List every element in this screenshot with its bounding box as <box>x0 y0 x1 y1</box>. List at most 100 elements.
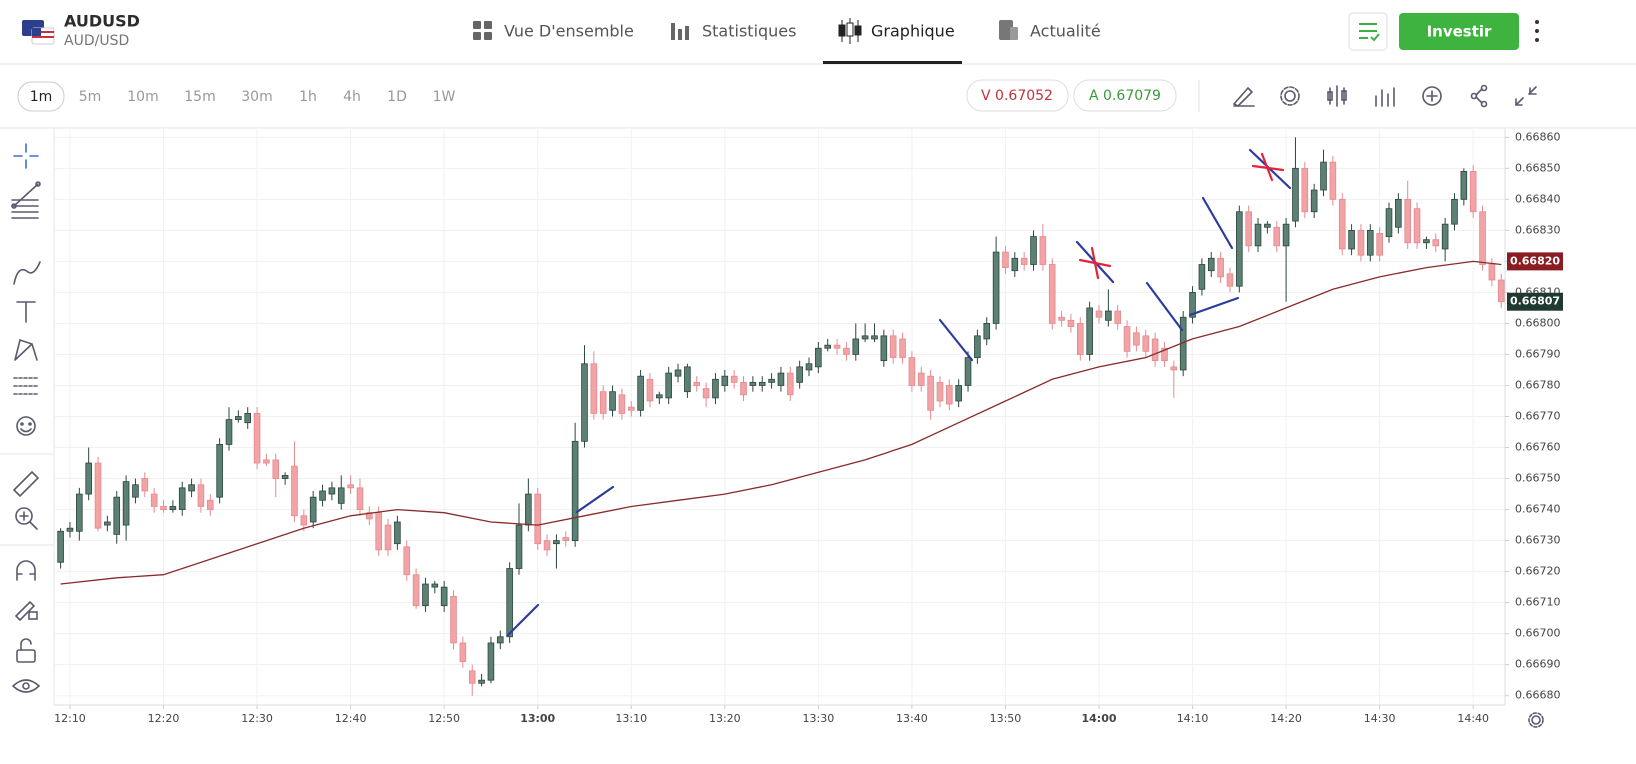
candle-body <box>1385 208 1393 237</box>
candle-body <box>1133 332 1140 346</box>
settings-icon[interactable] <box>1528 712 1544 728</box>
timeframe[interactable]: 1W <box>433 89 456 105</box>
candle-body <box>674 369 682 377</box>
timeframe[interactable]: 30m <box>241 89 272 105</box>
buy-price: A 0.67079 <box>1089 88 1161 104</box>
timeframe[interactable]: 4h <box>343 89 361 105</box>
candle-body <box>1207 257 1215 272</box>
timeframe[interactable]: 5m <box>79 89 102 105</box>
candle-body <box>983 323 991 340</box>
candle-body <box>104 521 111 526</box>
candle-body <box>927 375 934 411</box>
tab-icon <box>838 18 862 44</box>
candle-body <box>749 381 757 386</box>
candle-body <box>1067 319 1075 327</box>
y-tick-label: 0.66710 <box>1515 596 1561 609</box>
candle-body <box>992 251 1000 324</box>
candle-body <box>337 487 345 504</box>
timeframe[interactable]: 1h <box>299 89 317 105</box>
active-tab-underline <box>823 61 962 64</box>
candle-body <box>197 484 205 507</box>
moving-average <box>60 260 1502 585</box>
candle-body <box>1114 310 1122 324</box>
candle-body <box>815 347 822 368</box>
y-tick-label: 0.66690 <box>1515 658 1561 671</box>
candle-body <box>291 465 298 517</box>
candle-body <box>1469 171 1477 213</box>
candle-body <box>1413 208 1421 244</box>
candle-body <box>899 338 906 358</box>
candle-body <box>646 378 654 402</box>
candle-body <box>627 406 635 411</box>
tab[interactable]: Vue D'ensemble <box>504 22 634 41</box>
candle-body <box>496 636 504 644</box>
candle-body <box>955 385 962 402</box>
x-tick-label: 14:30 <box>1364 712 1396 725</box>
y-tick-label: 0.66750 <box>1515 472 1561 485</box>
candle-body <box>1441 223 1449 250</box>
watchlist-icon <box>1359 23 1380 42</box>
candle-body <box>1338 198 1346 250</box>
candle-body <box>637 375 644 411</box>
candle-body <box>281 475 289 479</box>
timeframe[interactable]: 15m <box>184 89 215 105</box>
candle-body <box>1282 223 1290 247</box>
y-tick-label: 0.66840 <box>1515 192 1561 205</box>
price-label: 0.66807 <box>1510 295 1560 308</box>
candle-body <box>178 487 186 510</box>
candle-body <box>188 484 195 492</box>
user-drawings <box>506 148 1292 637</box>
candle-body <box>1151 338 1159 362</box>
y-tick-label: 0.66720 <box>1515 565 1561 578</box>
header <box>0 0 1636 64</box>
candle-body <box>206 499 214 510</box>
candle-body <box>1404 198 1412 244</box>
candle-body <box>1245 211 1252 247</box>
symbol: AUDUSD <box>64 12 140 31</box>
tab[interactable]: Actualité <box>1030 22 1101 41</box>
candle-body <box>1039 236 1047 265</box>
timeframe[interactable]: 10m <box>127 89 158 105</box>
candle-body <box>712 378 719 399</box>
candle-body <box>758 381 766 386</box>
x-tick-label: 12:40 <box>335 712 367 725</box>
pair: AUD/USD <box>64 33 129 49</box>
candle-body <box>777 372 785 386</box>
candle-body <box>581 363 588 442</box>
candle-body <box>300 515 308 526</box>
candle-body <box>1460 171 1468 200</box>
candle-body <box>1254 223 1262 247</box>
chart-tools[interactable] <box>1232 84 1537 108</box>
candle-body <box>590 363 598 414</box>
invest-button[interactable] <box>1399 13 1519 50</box>
candle-body <box>1451 198 1458 225</box>
active-timeframe <box>17 81 65 112</box>
y-tick-label: 0.66780 <box>1515 378 1561 391</box>
candle-body <box>132 484 139 498</box>
candle-body <box>1198 264 1206 290</box>
timeframe[interactable]: 1m <box>30 89 53 105</box>
candle-body <box>543 540 551 551</box>
candle-body <box>356 487 364 510</box>
candle-body <box>403 546 411 576</box>
y-tick-label: 0.66760 <box>1515 441 1561 454</box>
candle-body <box>1366 229 1374 256</box>
candle-body <box>946 385 953 405</box>
tab[interactable]: Statistiques <box>702 22 796 41</box>
sell-pill[interactable] <box>966 79 1069 112</box>
x-tick-label: 14:10 <box>1177 712 1209 725</box>
candle-body <box>730 375 738 383</box>
tab[interactable]: Graphique <box>871 22 955 41</box>
y-tick-label: 0.66850 <box>1515 161 1561 174</box>
candle-body <box>880 335 888 362</box>
drawing-tools[interactable] <box>11 143 41 693</box>
timeframe[interactable]: 1D <box>387 89 407 105</box>
buy-pill[interactable] <box>1073 79 1177 112</box>
candle-body <box>1423 239 1430 244</box>
candle-body <box>1310 189 1318 213</box>
more-menu[interactable] <box>1535 20 1539 42</box>
candle-body <box>534 493 542 545</box>
candle-body <box>693 381 701 386</box>
timeframe-bar: 1m 5m 10m 15m 30m 1h 4h 1D 1W <box>17 81 456 112</box>
candle-body <box>721 375 729 386</box>
